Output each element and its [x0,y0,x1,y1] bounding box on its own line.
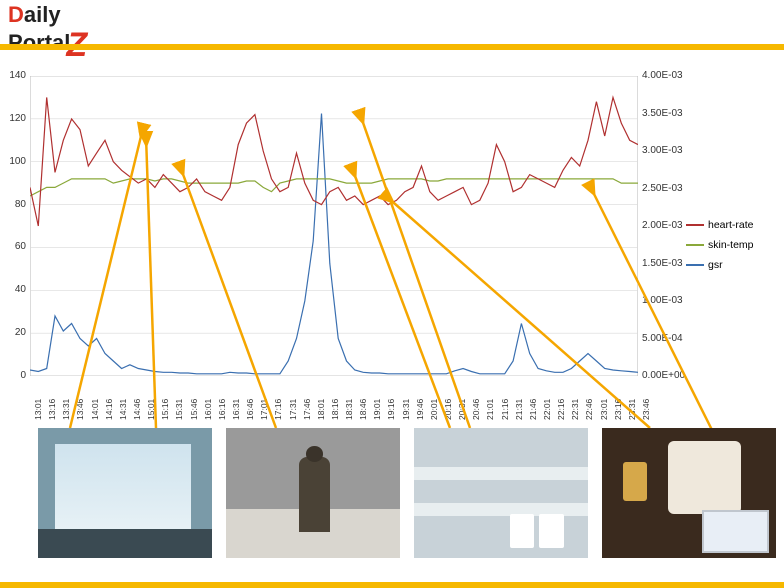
x-tick-label: 14:16 [104,399,114,420]
x-tick-label: 18:01 [316,399,326,420]
y1-tick-label: 100 [0,156,26,167]
x-tick-label: 22:01 [542,399,552,420]
y2-tick-label: 4.00E-03 [642,70,696,81]
site-logo: Daily PortalZ [8,2,91,67]
x-tick-label: 23:16 [613,399,623,420]
x-tick-label: 18:31 [344,399,354,420]
y1-tick-label: 120 [0,113,26,124]
x-tick-label: 14:31 [118,399,128,420]
x-tick-label: 14:46 [132,399,142,420]
y1-tick-label: 60 [0,241,26,252]
legend-item: gsr [686,256,754,274]
x-tick-label: 21:16 [500,399,510,420]
x-tick-label: 13:31 [61,399,71,420]
legend-swatch [686,224,704,226]
x-tick-label: 16:31 [231,399,241,420]
x-tick-label: 22:31 [570,399,580,420]
x-tick-label: 17:46 [302,399,312,420]
photo-4 [602,428,776,558]
y1-tick-label: 80 [0,199,26,210]
footer-divider [0,582,784,588]
x-tick-label: 17:01 [259,399,269,420]
photo-2 [226,428,400,558]
x-tick-label: 20:31 [457,399,467,420]
legend-label: heart-rate [708,216,754,234]
x-tick-label: 18:46 [358,399,368,420]
x-tick-label: 15:16 [160,399,170,420]
y2-tick-label: 3.00E-03 [642,145,696,156]
x-tick-label: 19:01 [372,399,382,420]
x-tick-label: 22:46 [584,399,594,420]
header: Daily PortalZ [0,0,784,46]
x-tick-label: 19:16 [386,399,396,420]
y2-tick-label: 5.00E-04 [642,333,696,344]
logo-d: D [8,2,24,27]
x-tick-label: 16:01 [203,399,213,420]
x-tick-label: 13:16 [47,399,57,420]
logo-aily: aily [24,2,61,27]
x-axis-labels: 13:01 13:16 13:31 13:46 14:01 14:16 14:31 14:46… [30,380,638,428]
x-tick-label: 13:46 [75,399,85,420]
x-tick-label: 15:31 [174,399,184,420]
x-tick-label: 23:01 [599,399,609,420]
x-tick-label: 20:16 [443,399,453,420]
x-tick-label: 23:46 [641,399,651,420]
x-tick-label: 14:01 [90,399,100,420]
x-tick-label: 17:16 [273,399,283,420]
chart-legend: heart-rate skin-temp gsr [686,216,754,276]
x-tick-label: 18:16 [330,399,340,420]
y1-tick-label: 0 [0,370,26,381]
legend-swatch [686,244,704,246]
logo-p: P [8,30,23,55]
photo-row [38,428,776,568]
x-tick-label: 16:16 [217,399,227,420]
x-tick-label: 20:46 [471,399,481,420]
x-tick-label: 19:31 [401,399,411,420]
y2-tick-label: 2.50E-03 [642,183,696,194]
x-tick-label: 16:46 [245,399,255,420]
x-tick-label: 22:16 [556,399,566,420]
x-tick-label: 20:01 [429,399,439,420]
x-tick-label: 21:01 [485,399,495,420]
y2-tick-label: 3.50E-03 [642,108,696,119]
legend-label: gsr [708,256,723,274]
legend-item: skin-temp [686,236,754,254]
y2-tick-label: 1.00E-03 [642,295,696,306]
logo-ortal: ortal [23,30,71,55]
x-tick-label: 15:46 [189,399,199,420]
x-tick-label: 19:46 [415,399,425,420]
x-tick-label: 23:31 [627,399,637,420]
y1-axis-labels: 020406080100120140 [0,76,26,376]
legend-item: heart-rate [686,216,754,234]
legend-label: skin-temp [708,236,754,254]
photo-3 [414,428,588,558]
header-divider [0,44,784,50]
y1-tick-label: 140 [0,70,26,81]
x-tick-label: 21:46 [528,399,538,420]
legend-swatch [686,264,704,266]
chart-svg [30,76,638,376]
x-tick-label: 13:01 [33,399,43,420]
y1-tick-label: 40 [0,284,26,295]
y2-tick-label: 0.00E+00 [642,370,696,381]
x-tick-label: 15:01 [146,399,156,420]
y1-tick-label: 20 [0,327,26,338]
x-tick-label: 17:31 [288,399,298,420]
x-tick-label: 21:31 [514,399,524,420]
photo-1 [38,428,212,558]
chart-plot [30,76,638,376]
